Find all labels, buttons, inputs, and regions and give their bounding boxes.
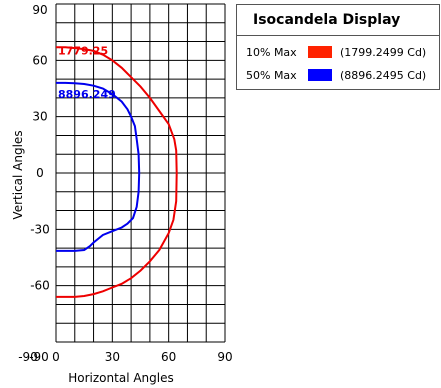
x-tick-label: 90 — [217, 350, 232, 364]
legend: Isocandela Display 10% Max (1799.2499 Cd… — [236, 4, 440, 90]
x-tick-label: 30 — [105, 350, 120, 364]
y-tick-label: -90 — [18, 350, 38, 364]
legend-title: Isocandela Display — [237, 5, 439, 36]
legend-item-value: (8896.2495 Cd) — [340, 68, 427, 82]
y-tick-label: -30 — [30, 222, 50, 236]
chart-grid — [55, 3, 226, 343]
series-label: 8896.249 — [58, 88, 116, 101]
chart-series: 1779.25 8896.249 — [56, 45, 178, 298]
series-line-10-max — [56, 46, 178, 298]
legend-item-label: 50% Max — [246, 68, 297, 82]
legend-swatch-blue — [308, 69, 332, 81]
legend-item-10-max: 10% Max (1799.2499 Cd) — [246, 44, 426, 60]
legend-item-50-max: 50% Max (8896.2495 Cd) — [246, 67, 426, 83]
x-axis-label: Horizontal Angles — [68, 371, 174, 385]
y-tick-label: 30 — [32, 110, 47, 124]
y-tick-label: 0 — [36, 166, 44, 180]
y-axis-label: Vertical Angles — [11, 130, 25, 219]
x-tick-label: 60 — [161, 350, 176, 364]
series-label: 1779.25 — [58, 45, 108, 58]
legend-item-value: (1799.2499 Cd) — [340, 45, 427, 59]
y-tick-label: 90 — [32, 3, 47, 17]
x-tick-label: -90 — [29, 350, 49, 364]
legend-item-label: 10% Max — [246, 45, 297, 59]
y-tick-label: -60 — [30, 279, 50, 293]
x-tick-label: 0 — [52, 350, 60, 364]
y-tick-label: 60 — [32, 53, 47, 67]
legend-swatch-red — [308, 46, 332, 58]
series-line-50-max — [56, 81, 141, 252]
